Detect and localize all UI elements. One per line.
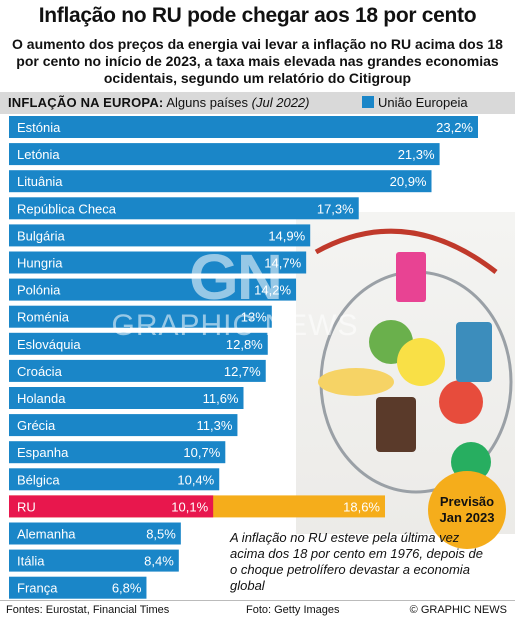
- bar-value-label: 20,9%: [390, 174, 427, 189]
- bar-alemanha: [9, 522, 181, 545]
- chart-header-date: (Jul 2022): [251, 95, 310, 110]
- bar-bulgária: [9, 224, 311, 247]
- legend-swatch-eu: [362, 96, 374, 108]
- bar-value-label: 14,7%: [264, 256, 301, 271]
- bar-category-label: Letónia: [17, 147, 60, 162]
- bar-category-label: Grécia: [17, 418, 56, 433]
- bar-value-label: 10,1%: [171, 499, 208, 514]
- bar-category-label: Hungria: [17, 256, 63, 271]
- page-subtitle: O aumento dos preços da energia vai leva…: [12, 36, 503, 86]
- bar-value-label: 23,2%: [436, 120, 473, 135]
- bar-estónia: [9, 116, 478, 138]
- forecast-badge: Previsão Jan 2023: [428, 471, 506, 549]
- bar-value-label: 17,3%: [317, 201, 354, 216]
- bar-ru: [9, 495, 214, 518]
- bar-roménia: [9, 305, 272, 328]
- bar-value-label: 13%: [241, 310, 267, 325]
- forecast-badge-line1: Previsão: [439, 494, 495, 509]
- bar-value-label: 8,4%: [144, 554, 174, 569]
- chart-header: INFLAÇÃO NA EUROPA: Alguns países (Jul 2…: [0, 92, 515, 114]
- legend-label-eu: União Europeia: [378, 95, 468, 110]
- forecast-badge-line2: Jan 2023: [439, 510, 495, 525]
- bar-category-label: Polónia: [17, 283, 61, 298]
- forecast-value-label: 18,6%: [343, 499, 380, 514]
- bar-value-label: 21,3%: [398, 147, 435, 162]
- bar-grécia: [9, 414, 238, 437]
- footer-sources: Fontes: Eurostat, Financial Times: [6, 604, 170, 616]
- bar-república-checa: [9, 197, 359, 220]
- bar-value-label: 10,7%: [183, 445, 220, 460]
- bar-hungria: [9, 251, 307, 274]
- bar-value-label: 12,7%: [224, 364, 261, 379]
- bar-category-label: RU: [17, 499, 36, 514]
- footer-photo-credit: Foto: Getty Images: [246, 604, 340, 616]
- chart-header-plain: Alguns países: [166, 95, 249, 110]
- page-title: Inflação no RU pode chegar aos 18 por ce…: [38, 4, 477, 27]
- bar-itália: [9, 549, 179, 572]
- bar-category-label: Croácia: [17, 364, 63, 379]
- bar-espanha: [9, 441, 226, 464]
- footer-divider: [0, 600, 515, 601]
- bar-polónia: [9, 278, 297, 301]
- bar-category-label: Espanha: [17, 445, 69, 460]
- bar-value-label: 10,4%: [177, 472, 214, 487]
- bar-eslováquia: [9, 332, 268, 355]
- bar-category-label: Lituânia: [17, 174, 63, 189]
- chart-header-bold: INFLAÇÃO NA EUROPA:: [8, 95, 164, 110]
- historical-note: A inflação no RU esteve pela última vez …: [230, 530, 483, 593]
- bar-value-label: 14,9%: [268, 228, 305, 243]
- bar-frança: [9, 576, 147, 599]
- bar-value-label: 11,3%: [197, 418, 233, 433]
- legend: União Europeia: [362, 95, 468, 110]
- bar-category-label: Eslováquia: [17, 337, 81, 352]
- bar-croácia: [9, 359, 266, 382]
- bar-category-label: Itália: [17, 554, 45, 569]
- bar-letónia: [9, 143, 440, 166]
- bar-lituânia: [9, 170, 432, 193]
- basket-illustration: [314, 228, 513, 494]
- inflation-bar-chart: Estónia 23,2% Letónia 21,3% Lituânia 20,9% Rep…: [9, 116, 478, 599]
- bar-value-label: 11,6%: [203, 391, 239, 406]
- bar-category-label: Holanda: [17, 391, 66, 406]
- bar-bélgica: [9, 468, 220, 491]
- footer-copyright: © GRAPHIC NEWS: [409, 604, 507, 616]
- bar-value-label: 12,8%: [226, 337, 263, 352]
- bar-category-label: Alemanha: [17, 527, 76, 542]
- bar-holanda: [9, 387, 244, 409]
- bar-value-label: 14,2%: [254, 283, 291, 298]
- bar-category-label: Bélgica: [17, 472, 60, 487]
- chart-header-label: INFLAÇÃO NA EUROPA: Alguns países (Jul 2…: [8, 95, 309, 110]
- bar-value-label: 8,5%: [146, 527, 176, 542]
- footer: Fontes: Eurostat, Financial Times Foto: …: [0, 604, 515, 624]
- bar-category-label: Bulgária: [17, 228, 65, 243]
- bar-category-label: Roménia: [17, 310, 70, 325]
- bar-category-label: República Checa: [17, 201, 117, 216]
- bar-category-label: Estónia: [17, 120, 61, 135]
- bar-category-label: França: [17, 581, 58, 596]
- bar-value-label: 6,8%: [112, 581, 142, 596]
